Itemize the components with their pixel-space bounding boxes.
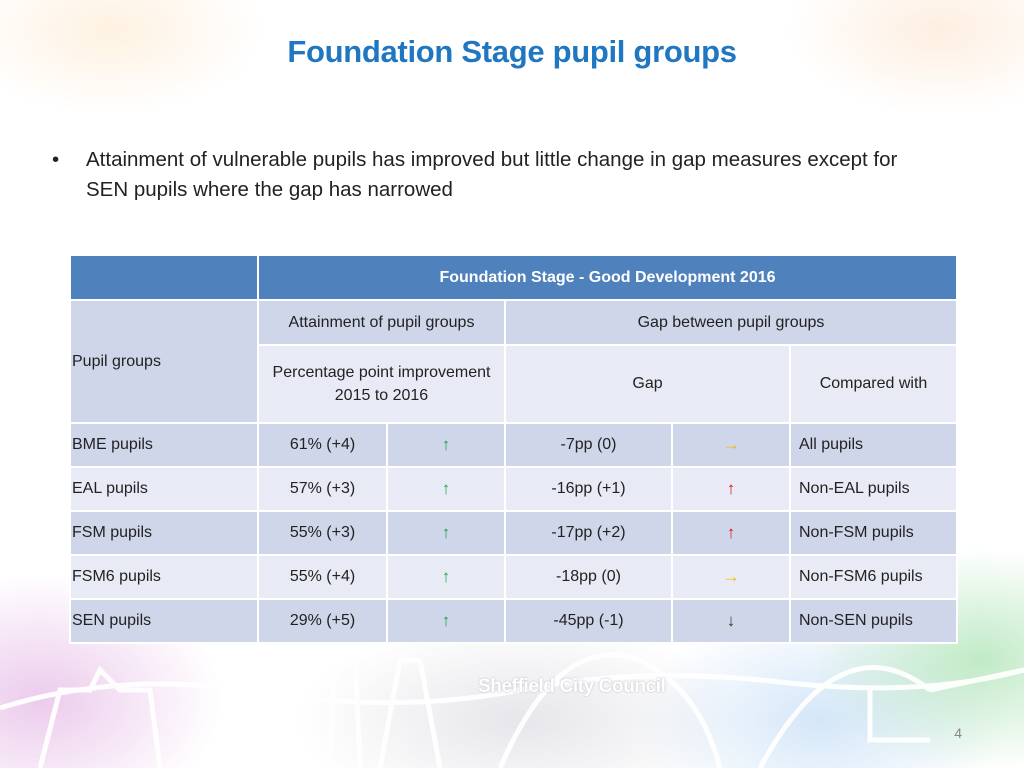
gap-header: Gap between pupil groups bbox=[504, 299, 958, 346]
logo-text: Sheffield City Council bbox=[478, 676, 666, 697]
attainment-cell: 55% (+3) bbox=[257, 510, 388, 556]
gap-trend-arrow-icon: ↑ bbox=[671, 466, 791, 512]
compared-with-cell: All pupils bbox=[789, 422, 958, 468]
gap-trend-arrow-icon: ↑ bbox=[671, 510, 791, 556]
improvement-header: Percentage point improvement 2015 to 201… bbox=[257, 344, 506, 424]
gap-trend-arrow-icon: → bbox=[671, 554, 791, 600]
gap-cell: -18pp (0) bbox=[504, 554, 673, 600]
attainment-trend-arrow-icon: ↑ bbox=[386, 554, 506, 600]
table-body: BME pupils 61% (+4) ↑ -7pp (0) → All pupils EA… bbox=[69, 422, 958, 644]
group-cell: FSM6 pupils bbox=[69, 554, 259, 600]
gap-column-header: Gap bbox=[504, 344, 791, 424]
pupil-groups-table: Foundation Stage - Good Development 2016… bbox=[69, 254, 958, 644]
attainment-trend-arrow-icon: ↑ bbox=[386, 598, 506, 644]
gap-trend-arrow-icon: → bbox=[671, 422, 791, 468]
column-header-row: Percentage point improvement 2015 to 201… bbox=[70, 344, 958, 424]
gap-cell: -7pp (0) bbox=[504, 422, 673, 468]
table-header-row: Foundation Stage - Good Development 2016 bbox=[69, 254, 958, 301]
bullet-dot-icon: • bbox=[52, 148, 60, 171]
header-corner-cell bbox=[69, 254, 259, 301]
group-cell: BME pupils bbox=[69, 422, 259, 468]
compared-with-cell: Non-SEN pupils bbox=[789, 598, 958, 644]
gap-cell: -16pp (+1) bbox=[504, 466, 673, 512]
table-row: BME pupils 61% (+4) ↑ -7pp (0) → All pupils bbox=[69, 422, 958, 468]
attainment-header: Attainment of pupil groups bbox=[257, 299, 506, 346]
main-header-cell: Foundation Stage - Good Development 2016 bbox=[257, 254, 958, 301]
compared-with-cell: Non-FSM6 pupils bbox=[789, 554, 958, 600]
gap-trend-arrow-icon: ↓ bbox=[671, 598, 791, 644]
page-number: 4 bbox=[954, 725, 962, 741]
attainment-cell: 29% (+5) bbox=[257, 598, 388, 644]
pupil-groups-header: Pupil groups bbox=[69, 299, 259, 424]
gap-cell: -17pp (+2) bbox=[504, 510, 673, 556]
attainment-trend-arrow-icon: ↑ bbox=[386, 422, 506, 468]
compared-with-cell: Non-EAL pupils bbox=[789, 466, 958, 512]
table-row: SEN pupils 29% (+5) ↑ -45pp (-1) ↓ Non-SEN pu… bbox=[69, 598, 958, 644]
compared-with-header: Compared with bbox=[789, 344, 958, 424]
attainment-trend-arrow-icon: ↑ bbox=[386, 510, 506, 556]
attainment-trend-arrow-icon: ↑ bbox=[386, 466, 506, 512]
slide-title: Foundation Stage pupil groups bbox=[287, 34, 737, 69]
compared-with-cell: Non-FSM pupils bbox=[789, 510, 958, 556]
council-logo: Sheffield City Council bbox=[478, 676, 666, 698]
table-row: EAL pupils 57% (+3) ↑ -16pp (+1) ↑ Non-EAL pu… bbox=[69, 466, 958, 512]
city-skyline-illustration bbox=[0, 647, 1024, 768]
attainment-cell: 57% (+3) bbox=[257, 466, 388, 512]
gap-cell: -45pp (-1) bbox=[504, 598, 673, 644]
bullet-point: • Attainment of vulnerable pupils has im… bbox=[52, 145, 932, 205]
table-row: FSM pupils 55% (+3) ↑ -17pp (+2) ↑ Non-FSM pu… bbox=[69, 510, 958, 556]
group-cell: EAL pupils bbox=[69, 466, 259, 512]
attainment-cell: 61% (+4) bbox=[257, 422, 388, 468]
table-row: FSM6 pupils 55% (+4) ↑ -18pp (0) → Non-FSM6 p… bbox=[69, 554, 958, 600]
group-cell: FSM pupils bbox=[69, 510, 259, 556]
bullet-text: Attainment of vulnerable pupils has impr… bbox=[86, 148, 898, 201]
group-cell: SEN pupils bbox=[69, 598, 259, 644]
subheader-row: Pupil groups Attainment of pupil groups … bbox=[69, 299, 958, 424]
attainment-cell: 55% (+4) bbox=[257, 554, 388, 600]
